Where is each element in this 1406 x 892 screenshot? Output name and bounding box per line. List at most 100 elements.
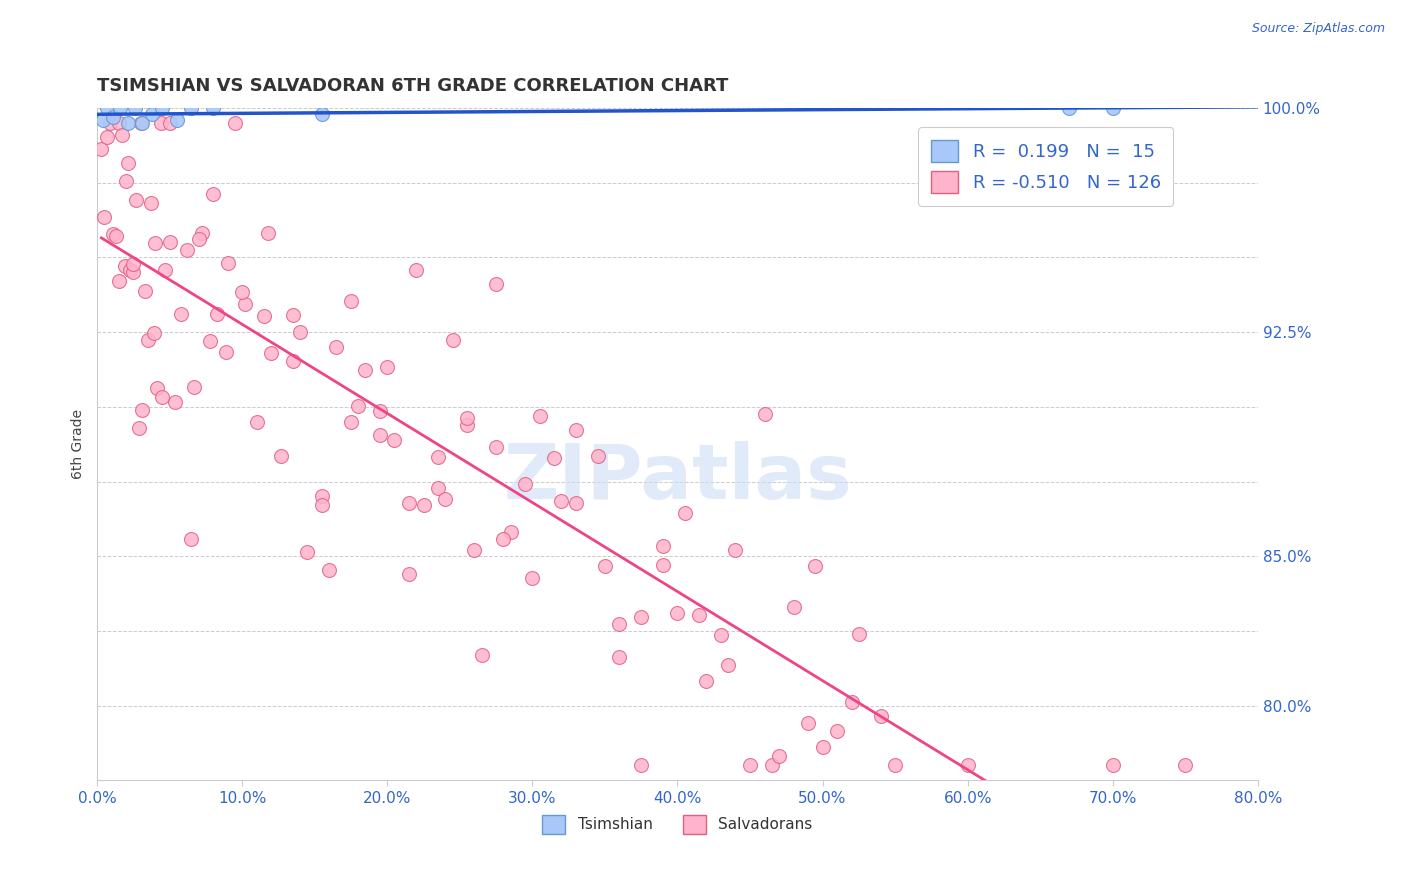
- Point: [325, 340, 347, 354]
- Point: [125, 194, 148, 208]
- Point: [257, 227, 280, 241]
- Point: [155, 262, 177, 277]
- Point: [884, 758, 907, 772]
- Point: [412, 498, 434, 512]
- Point: [143, 235, 166, 250]
- Point: [233, 297, 256, 311]
- Point: [117, 155, 139, 169]
- Point: [688, 608, 710, 623]
- Point: [630, 609, 652, 624]
- Point: [368, 404, 391, 418]
- Point: [101, 110, 124, 124]
- Point: [543, 451, 565, 466]
- Point: [134, 284, 156, 298]
- Point: [717, 658, 740, 673]
- Point: [124, 101, 146, 115]
- Point: [231, 285, 253, 299]
- Point: [811, 740, 834, 755]
- Point: [427, 450, 450, 464]
- Point: [471, 648, 494, 663]
- Point: [170, 307, 193, 321]
- Point: [104, 228, 127, 243]
- Point: [141, 107, 163, 121]
- Point: [841, 695, 863, 709]
- Point: [91, 113, 114, 128]
- Point: [609, 617, 631, 632]
- Point: [281, 354, 304, 368]
- Point: [848, 627, 870, 641]
- Point: [108, 274, 131, 288]
- Point: [434, 492, 457, 507]
- Point: [485, 440, 508, 454]
- Point: [586, 449, 609, 463]
- Point: [202, 187, 225, 202]
- Point: [224, 116, 246, 130]
- Point: [90, 142, 112, 156]
- Point: [202, 101, 225, 115]
- Point: [108, 116, 131, 130]
- Point: [253, 309, 276, 323]
- Point: [128, 420, 150, 434]
- Point: [441, 333, 464, 347]
- Point: [111, 128, 134, 142]
- Point: [290, 326, 312, 340]
- Text: ZIPatlas: ZIPatlas: [503, 441, 852, 515]
- Point: [96, 130, 118, 145]
- Point: [1101, 758, 1123, 772]
- Point: [297, 545, 319, 559]
- Point: [270, 450, 292, 464]
- Point: [96, 101, 118, 115]
- Point: [1174, 758, 1197, 772]
- Point: [117, 116, 139, 130]
- Point: [139, 196, 162, 211]
- Point: [200, 334, 222, 348]
- Point: [593, 559, 616, 574]
- Point: [724, 543, 747, 558]
- Point: [122, 258, 145, 272]
- Point: [340, 415, 363, 429]
- Point: [311, 107, 333, 121]
- Point: [180, 532, 202, 546]
- Point: [754, 407, 776, 421]
- Point: [142, 326, 165, 340]
- Point: [710, 627, 733, 641]
- Point: [136, 333, 159, 347]
- Point: [652, 558, 675, 572]
- Point: [463, 543, 485, 558]
- Point: [183, 380, 205, 394]
- Point: [630, 758, 652, 772]
- Point: [217, 256, 239, 270]
- Point: [565, 496, 588, 510]
- Point: [550, 493, 572, 508]
- Point: [499, 524, 522, 539]
- Point: [207, 307, 229, 321]
- Point: [768, 748, 790, 763]
- Point: [456, 411, 478, 425]
- Point: [405, 263, 427, 277]
- Legend: Tsimshian, Salvadorans: Tsimshian, Salvadorans: [536, 809, 818, 840]
- Point: [260, 345, 283, 359]
- Point: [492, 532, 515, 546]
- Point: [869, 709, 891, 723]
- Point: [114, 260, 136, 274]
- Point: [368, 427, 391, 442]
- Point: [485, 277, 508, 291]
- Point: [1057, 101, 1080, 115]
- Point: [695, 673, 717, 688]
- Point: [456, 417, 478, 432]
- Point: [347, 399, 370, 413]
- Point: [1101, 101, 1123, 115]
- Point: [149, 116, 172, 130]
- Point: [215, 345, 238, 359]
- Point: [565, 423, 588, 437]
- Point: [165, 395, 187, 409]
- Point: [529, 409, 551, 424]
- Point: [673, 506, 696, 520]
- Point: [190, 226, 212, 240]
- Point: [956, 758, 979, 772]
- Point: [159, 116, 181, 130]
- Point: [180, 101, 202, 115]
- Point: [110, 101, 132, 115]
- Point: [652, 539, 675, 553]
- Point: [782, 600, 804, 615]
